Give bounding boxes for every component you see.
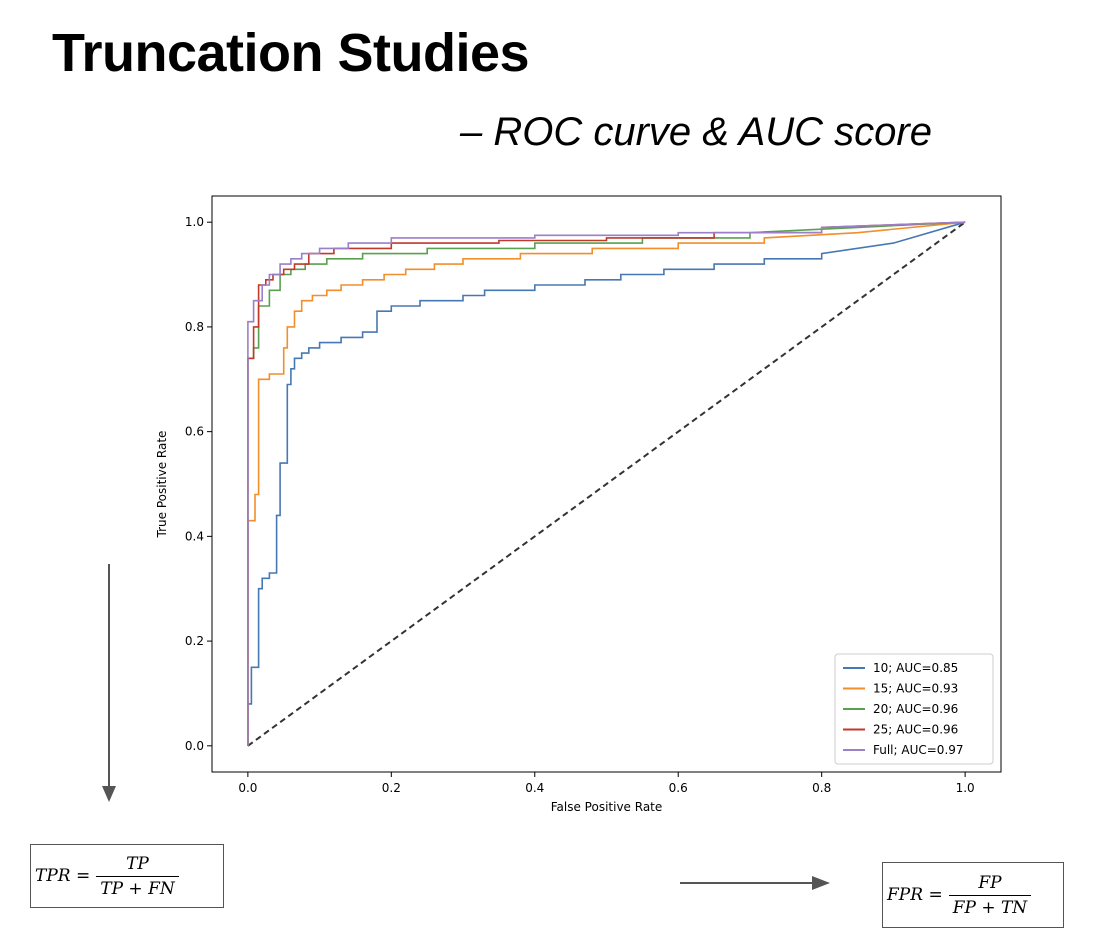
right-arrow-head [812,876,830,890]
slide-title: Truncation Studies [52,23,530,83]
y-tick-label: 0.6 [185,425,204,439]
down-arrow-head [102,786,116,802]
y-tick-label: 0.4 [185,529,204,543]
right-arrow-line [680,882,812,884]
fpr-formula: FPR = FP FP + TN [882,862,1064,928]
y-tick-label: 1.0 [185,215,204,229]
legend-box [834,653,994,765]
roc-series-line [247,221,966,746]
roc-series-line [247,221,966,746]
tpr-lhs: TPR = [35,866,91,886]
x-tick-label: 0.6 [669,781,688,795]
roc-series-line [247,221,966,746]
tpr-denominator: TP + FN [96,875,179,899]
x-tick-label: 0.8 [812,781,831,795]
down-arrow-line [108,564,110,786]
roc-series-line [247,221,966,746]
legend-entry: Full; AUC=0.97 [873,743,964,757]
x-axis-label: False Positive Rate [551,800,663,814]
y-tick-label: 0.2 [185,634,204,648]
x-tick-label: 0.0 [238,781,257,795]
y-tick-label: 0.0 [185,739,204,753]
fpr-numerator: FP [978,872,1002,893]
legend-entry: 25; AUC=0.96 [873,723,958,737]
tpr-fraction: TP TP + FN [96,854,179,899]
y-tick-label: 0.8 [185,320,204,334]
y-axis-label: True Positive Rate [155,431,169,539]
x-tick-label: 1.0 [956,781,975,795]
plot-frame [211,195,1002,773]
fpr-fraction: FP FP + TN [948,872,1032,918]
slide-subtitle: – ROC curve & AUC score [460,110,932,154]
fpr-lhs: FPR = [887,885,943,905]
legend-entry: 10; AUC=0.85 [873,661,958,675]
x-tick-label: 0.4 [525,781,544,795]
tpr-numerator: TP [126,853,149,874]
fpr-denominator: FP + TN [948,894,1032,918]
chance-diagonal-line [247,221,966,747]
legend-entry: 15; AUC=0.93 [873,682,958,696]
legend-entry: 20; AUC=0.96 [873,702,958,716]
tpr-formula: TPR = TP TP + FN [30,844,224,908]
x-tick-label: 0.2 [382,781,401,795]
